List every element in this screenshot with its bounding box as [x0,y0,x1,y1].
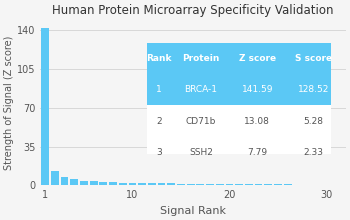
Bar [216,184,224,185]
Bar [274,184,282,185]
Bar [235,184,243,185]
FancyBboxPatch shape [147,137,331,168]
Bar [255,184,262,185]
Text: SSH2: SSH2 [189,148,213,157]
Text: S score: S score [295,54,332,63]
Bar [128,183,136,185]
X-axis label: Signal Rank: Signal Rank [160,206,226,216]
Bar [167,183,175,185]
FancyBboxPatch shape [147,43,331,74]
Bar [119,183,127,185]
Title: Human Protein Microarray Specificity Validation: Human Protein Microarray Specificity Val… [52,4,334,17]
Bar [148,183,156,185]
Bar [225,184,233,185]
Bar [196,184,204,185]
Text: Z score: Z score [239,54,276,63]
Bar [90,181,98,185]
Bar [99,182,107,185]
FancyBboxPatch shape [147,105,331,137]
FancyBboxPatch shape [147,74,331,105]
Bar [70,179,78,185]
Bar [109,182,117,185]
Y-axis label: Strength of Signal (Z score): Strength of Signal (Z score) [4,36,14,170]
Bar [187,184,195,185]
Text: BRCA-1: BRCA-1 [184,85,217,94]
Text: 128.52: 128.52 [298,85,329,94]
Text: 1: 1 [156,85,162,94]
Bar [138,183,146,185]
Text: Protein: Protein [182,54,219,63]
Text: 7.79: 7.79 [247,148,267,157]
Bar [177,183,185,185]
Text: 13.08: 13.08 [244,117,270,126]
Bar [264,184,272,185]
Bar [206,184,214,185]
Text: CD71b: CD71b [186,117,216,126]
Bar [158,183,166,185]
Text: 2.33: 2.33 [303,148,324,157]
Text: 5.28: 5.28 [303,117,324,126]
Text: 3: 3 [156,148,162,157]
Text: 141.59: 141.59 [241,85,273,94]
Bar [245,184,253,185]
Bar [80,181,88,185]
Bar [41,28,49,185]
Bar [51,171,59,185]
Bar [61,177,69,185]
Text: 2: 2 [156,117,162,126]
Text: Rank: Rank [147,54,172,63]
